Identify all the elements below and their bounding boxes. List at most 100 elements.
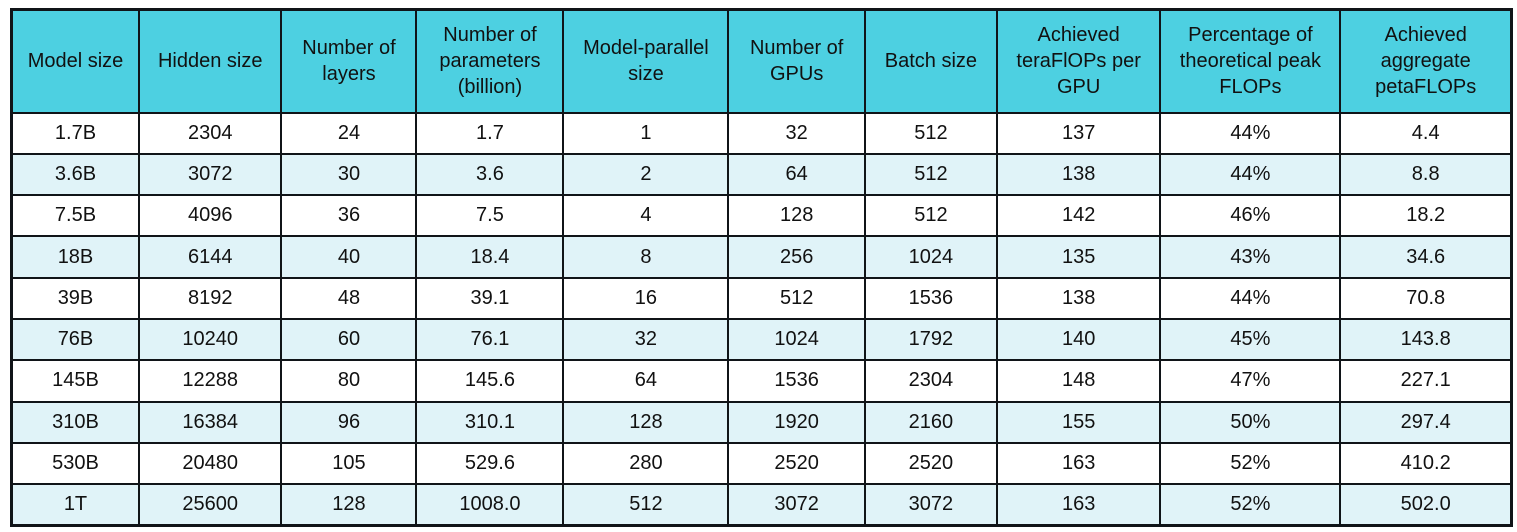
- table-cell: 410.2: [1339, 441, 1513, 486]
- table-cell: 512: [863, 194, 998, 238]
- table-cell: 6144: [137, 235, 283, 279]
- table-cell: 3072: [863, 483, 998, 527]
- table-cell: 40: [280, 235, 418, 279]
- table-cell: 1.7: [415, 111, 565, 155]
- table-cell: 20480: [137, 441, 283, 486]
- table-cell: 512: [863, 111, 998, 155]
- table-cell: 8.8: [1339, 152, 1513, 197]
- table-cell: 39B: [10, 276, 140, 320]
- table-cell: 8192: [137, 276, 283, 320]
- table-cell: 44%: [1159, 276, 1342, 320]
- model-scaling-table-container: Model size Hidden size Number of layers Num…: [10, 8, 1513, 527]
- table-cell: 44%: [1159, 152, 1342, 197]
- table-cell: 512: [562, 483, 730, 527]
- table-cell: 3072: [137, 152, 283, 197]
- table-cell: 512: [863, 152, 998, 197]
- table-cell: 12288: [137, 359, 283, 403]
- table-cell: 3.6: [415, 152, 565, 197]
- table-cell: 138: [995, 152, 1162, 197]
- table-cell: 3.6B: [10, 152, 140, 197]
- table-cell: 256: [727, 235, 866, 279]
- table-cell: 155: [995, 400, 1162, 444]
- table-cell: 2520: [727, 441, 866, 486]
- table-cell: 297.4: [1339, 400, 1513, 444]
- table-cell: 16384: [137, 400, 283, 444]
- table-cell: 30: [280, 152, 418, 197]
- table-cell: 1792: [863, 317, 998, 362]
- table-cell: 2160: [863, 400, 998, 444]
- table-cell: 1920: [727, 400, 866, 444]
- table-row: 145B 12288 80 145.6 64 1536 2304 148 47% 227.1: [10, 359, 1513, 403]
- table-cell: 8: [562, 235, 730, 279]
- table-cell: 44%: [1159, 111, 1342, 155]
- table-cell: 18.2: [1339, 194, 1513, 238]
- table-cell: 10240: [137, 317, 283, 362]
- column-header: Number of parameters (billion): [415, 8, 565, 114]
- table-cell: 2304: [863, 359, 998, 403]
- table-cell: 60: [280, 317, 418, 362]
- table-cell: 140: [995, 317, 1162, 362]
- table-cell: 1: [562, 111, 730, 155]
- table-cell: 45%: [1159, 317, 1342, 362]
- table-cell: 64: [727, 152, 866, 197]
- table-cell: 148: [995, 359, 1162, 403]
- table-cell: 163: [995, 483, 1162, 527]
- table-cell: 1536: [863, 276, 998, 320]
- table-cell: 1008.0: [415, 483, 565, 527]
- table-cell: 18B: [10, 235, 140, 279]
- table-cell: 80: [280, 359, 418, 403]
- table-cell: 1536: [727, 359, 866, 403]
- table-cell: 529.6: [415, 441, 565, 486]
- table-cell: 4096: [137, 194, 283, 238]
- table-cell: 310.1: [415, 400, 565, 444]
- table-header: Model size Hidden size Number of layers Num…: [10, 8, 1513, 114]
- table-cell: 50%: [1159, 400, 1342, 444]
- table-cell: 280: [562, 441, 730, 486]
- column-header: Number of layers: [280, 8, 418, 114]
- table-row: 310B 16384 96 310.1 128 1920 2160 155 50% 297.4: [10, 400, 1513, 444]
- table-cell: 2520: [863, 441, 998, 486]
- table-cell: 32: [562, 317, 730, 362]
- table-row: 7.5B 4096 36 7.5 4 128 512 142 46% 18.2: [10, 194, 1513, 238]
- table-cell: 138: [995, 276, 1162, 320]
- column-header: Number of GPUs: [727, 8, 866, 114]
- table-cell: 4.4: [1339, 111, 1513, 155]
- table-row: 1T 25600 128 1008.0 512 3072 3072 163 52% 502.0: [10, 483, 1513, 527]
- model-scaling-table: Model size Hidden size Number of layers Num…: [10, 8, 1513, 527]
- table-cell: 76B: [10, 317, 140, 362]
- table-cell: 512: [727, 276, 866, 320]
- column-header: Percentage of theoretical peak FLOPs: [1159, 8, 1342, 114]
- table-cell: 25600: [137, 483, 283, 527]
- table-cell: 530B: [10, 441, 140, 486]
- table-cell: 105: [280, 441, 418, 486]
- table-cell: 32: [727, 111, 866, 155]
- table-cell: 43%: [1159, 235, 1342, 279]
- table-cell: 2: [562, 152, 730, 197]
- table-cell: 47%: [1159, 359, 1342, 403]
- table-row: 3.6B 3072 30 3.6 2 64 512 138 44% 8.8: [10, 152, 1513, 197]
- table-cell: 3072: [727, 483, 866, 527]
- table-cell: 145.6: [415, 359, 565, 403]
- table-cell: 128: [562, 400, 730, 444]
- table-cell: 34.6: [1339, 235, 1513, 279]
- table-cell: 52%: [1159, 483, 1342, 527]
- table-cell: 70.8: [1339, 276, 1513, 320]
- column-header: Hidden size: [137, 8, 283, 114]
- table-cell: 145B: [10, 359, 140, 403]
- table-cell: 2304: [137, 111, 283, 155]
- table-cell: 310B: [10, 400, 140, 444]
- table-cell: 39.1: [415, 276, 565, 320]
- table-header-row: Model size Hidden size Number of layers Num…: [10, 8, 1513, 114]
- table-cell: 96: [280, 400, 418, 444]
- table-cell: 76.1: [415, 317, 565, 362]
- table-cell: 137: [995, 111, 1162, 155]
- table-cell: 163: [995, 441, 1162, 486]
- table-cell: 64: [562, 359, 730, 403]
- table-cell: 128: [727, 194, 866, 238]
- table-cell: 18.4: [415, 235, 565, 279]
- table-cell: 36: [280, 194, 418, 238]
- table-row: 530B 20480 105 529.6 280 2520 2520 163 52% 410.2: [10, 441, 1513, 486]
- table-cell: 52%: [1159, 441, 1342, 486]
- table-row: 1.7B 2304 24 1.7 1 32 512 137 44% 4.4: [10, 111, 1513, 155]
- table-cell: 135: [995, 235, 1162, 279]
